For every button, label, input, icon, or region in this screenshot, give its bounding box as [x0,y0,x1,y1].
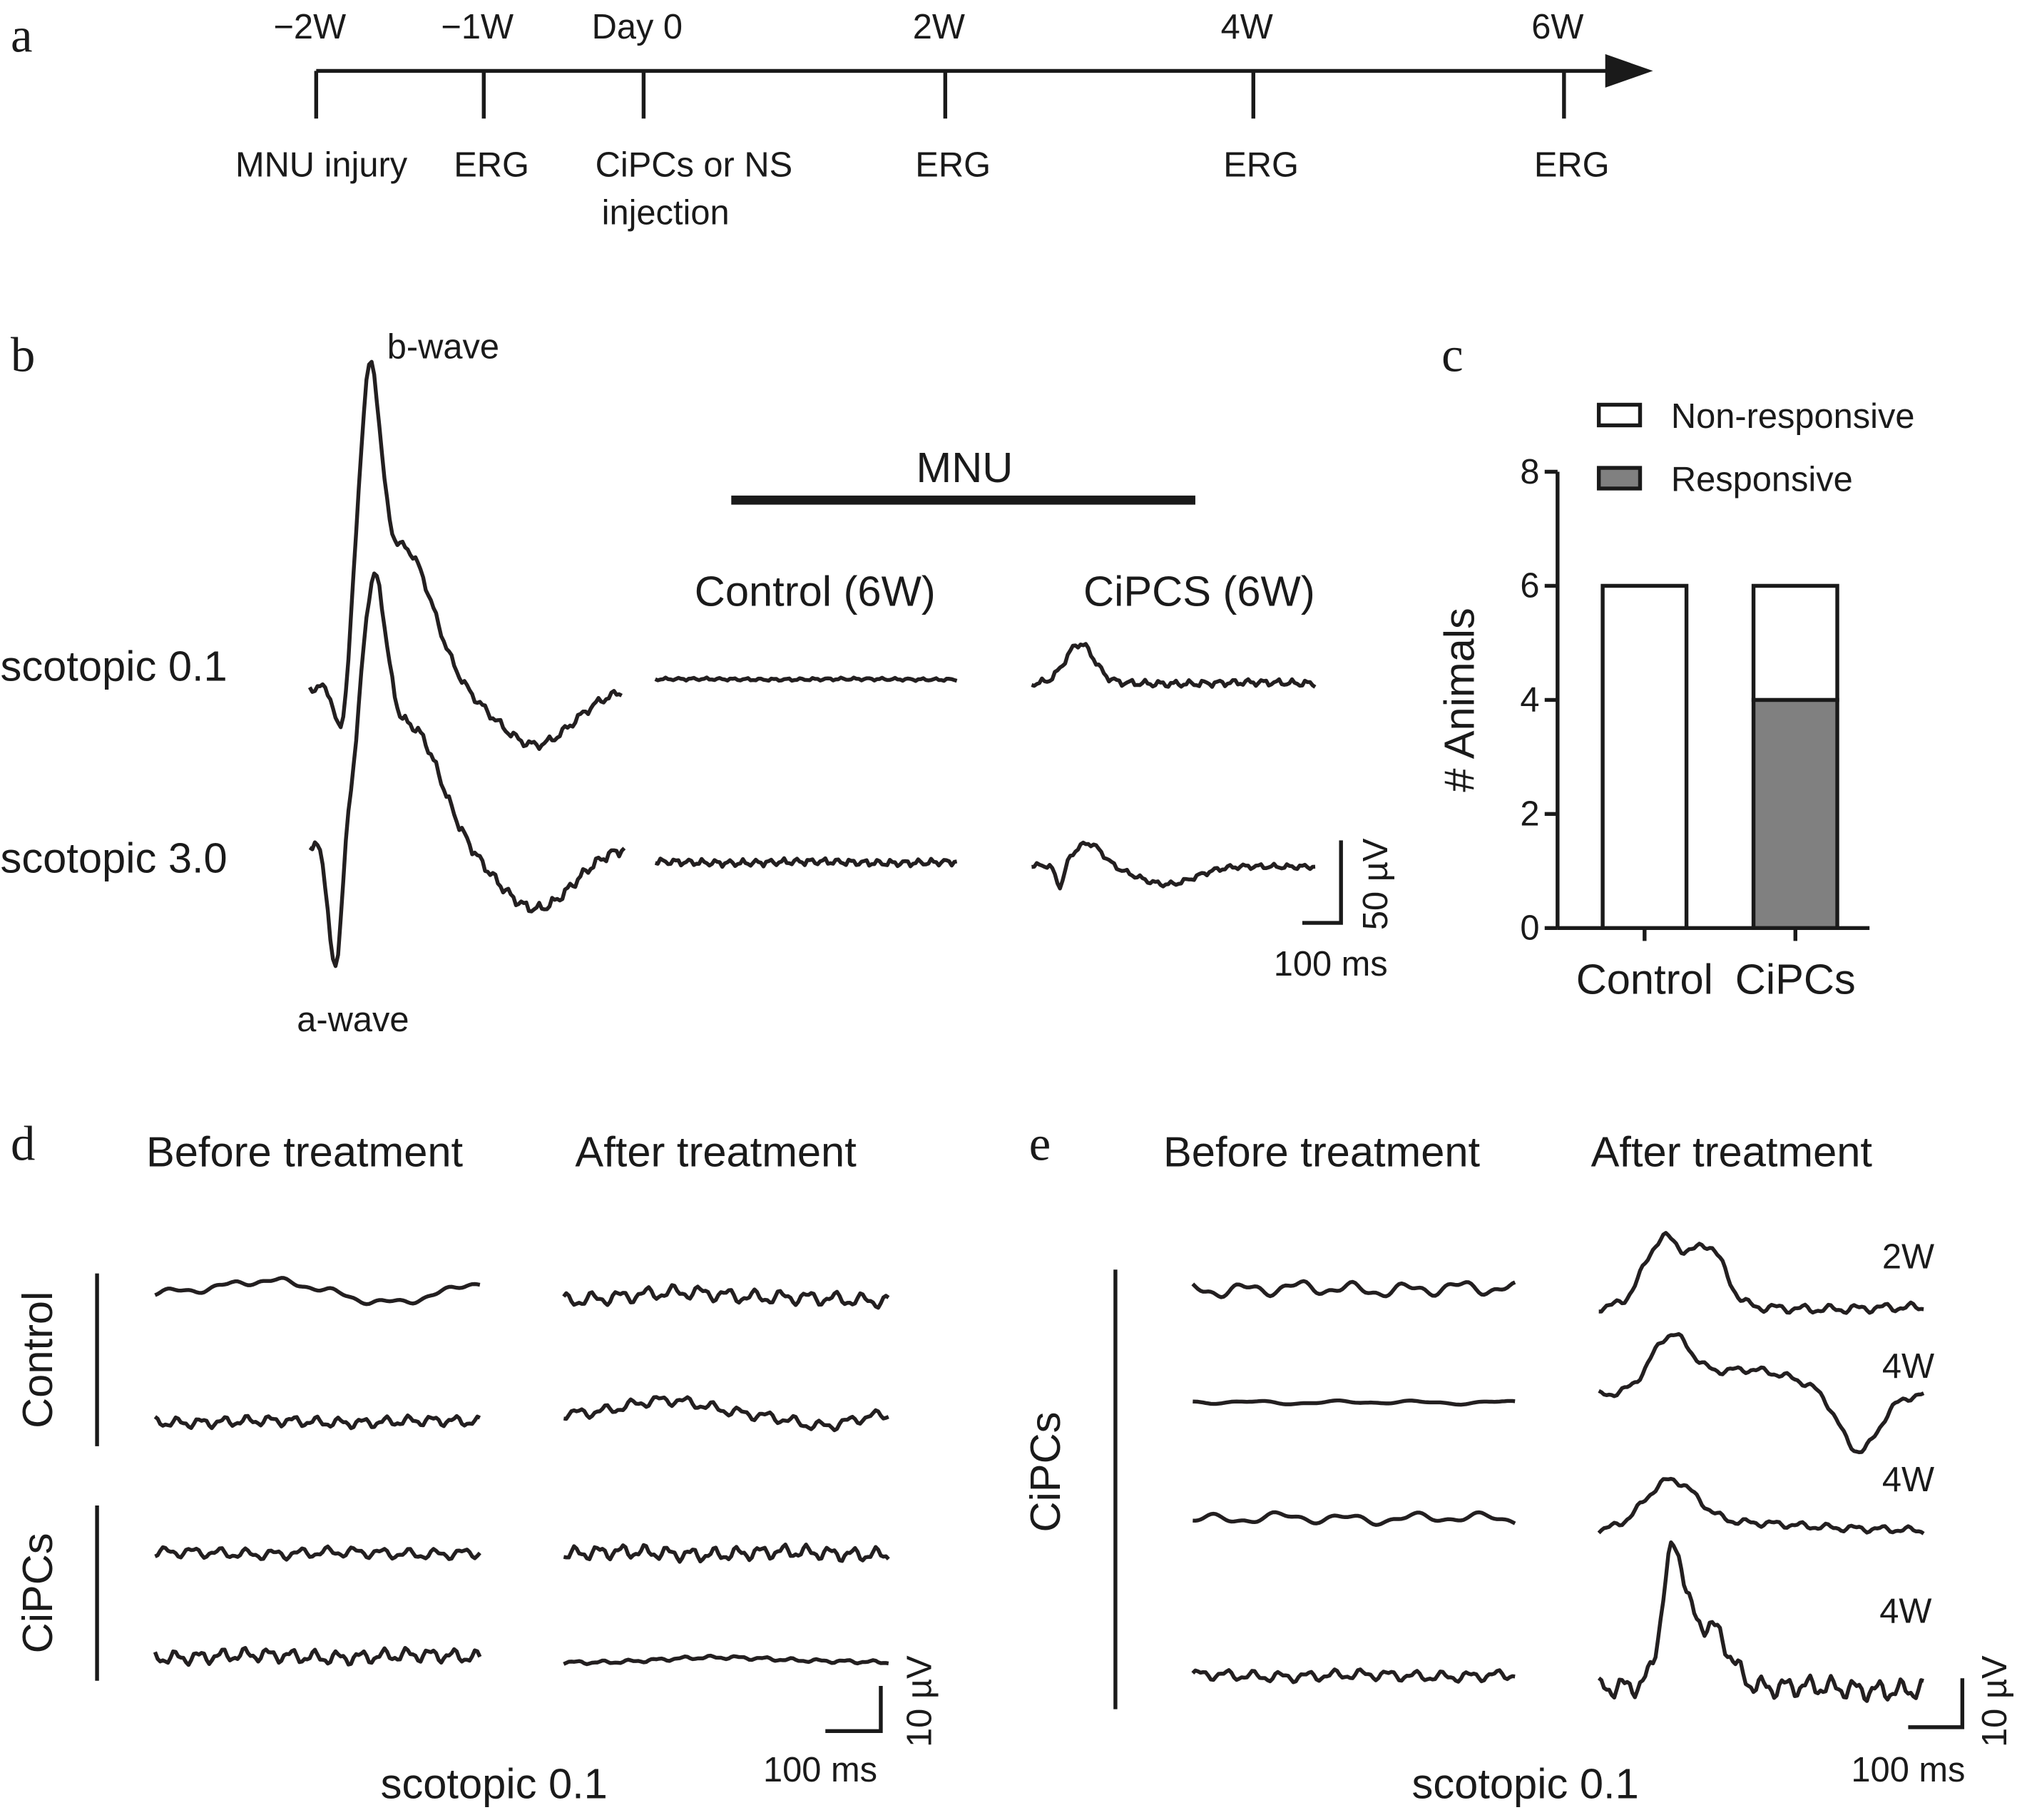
erg-trace [1598,1231,1924,1315]
erg-trace [153,1413,481,1431]
scale-bar [1908,1678,1965,1729]
y-axis-label: # Animals [1435,608,1483,792]
erg-trace [563,1543,890,1564]
erg-trace [154,1276,481,1307]
scale-label: 50 µV [1357,838,1395,930]
erg-trace [1191,1279,1516,1299]
erg-trace [1597,1476,1925,1535]
erg-trace [1191,1667,1516,1684]
panel-letter: b [11,328,35,382]
column-label: CiPCS (6W) [1083,567,1315,615]
bar-segment [1600,583,1689,931]
erg-trace [563,1653,889,1667]
annotation: a-wave [297,1001,409,1039]
y-tick-label: 2 [1520,795,1539,834]
legend-label: Non-responsive [1671,397,1915,436]
erg-traces [153,359,1925,1703]
timeline-label: −1W [441,8,514,46]
timeline-arrow [1605,53,1653,88]
timeline-label: −2W [273,8,346,46]
time-label: 4W [1882,1347,1934,1386]
erg-trace [308,571,626,968]
y-tick-label: 6 [1520,567,1539,605]
caption: scotopic 0.1 [1412,1759,1639,1807]
group-label: MNU [916,444,1013,491]
panel-letter: a [11,8,32,62]
erg-trace [153,1646,482,1667]
timeline-label: Day 0 [592,8,683,46]
erg-trace [1193,1510,1516,1528]
event-label: ERG [454,146,529,185]
erg-trace [154,1544,481,1562]
bar-segment [1751,583,1839,702]
x-tick-label: Control [1576,955,1713,1003]
erg-trace [654,856,958,869]
group-label: Control [14,1292,61,1428]
legend-swatch [1596,402,1643,428]
row-label: scotopic 3.0 [1,834,228,882]
column-label: After treatment [575,1128,857,1176]
bar-chart: 0 2 4 6 8 # Animals Control CiPCs Non-responsive… [1435,397,1914,1003]
erg-trace [563,1395,889,1433]
panel-letter: e [1029,1117,1051,1171]
event-label: ERG [1534,146,1610,185]
scale-label: 10 µV [1976,1655,2014,1747]
erg-trace [1597,1540,1924,1703]
erg-trace [562,1283,890,1310]
annotation: b-wave [387,327,499,366]
time-label: 4W [1882,1461,1934,1499]
erg-trace [1031,840,1316,891]
group-label: CiPCs [1021,1412,1069,1533]
column-label: After treatment [1591,1128,1873,1176]
erg-trace [654,675,958,683]
event-label: CiPCs or NS [596,146,792,185]
bar-segment [1751,697,1839,931]
scale-bar [1302,840,1343,925]
scale-label: 100 ms [1274,945,1388,983]
erg-trace [1031,642,1317,689]
event-label: ERG [915,146,991,185]
row-label: scotopic 0.1 [1,642,228,690]
legend-swatch [1596,466,1643,491]
event-label: injection [602,193,730,232]
column-label: Before treatment [146,1128,464,1176]
erg-trace [307,359,623,751]
timeline-label: 4W [1221,8,1273,46]
scale-label: 10 µV [900,1655,939,1747]
event-label: MNU injury [235,146,408,185]
caption: scotopic 0.1 [381,1759,608,1807]
scale-label: 100 ms [1851,1751,1965,1789]
y-tick-label: 4 [1520,681,1539,720]
event-label: ERG [1223,146,1299,185]
panel-letter: c [1441,328,1463,382]
time-label: 4W [1879,1592,1931,1630]
column-label: Control (6W) [695,567,936,615]
timeline-label: 2W [913,8,965,46]
timeline-label: 6W [1531,8,1583,46]
column-label: Before treatment [1163,1128,1481,1176]
y-tick-label: 8 [1520,453,1539,491]
erg-trace [1598,1331,1925,1455]
group-label: CiPCs [14,1533,61,1653]
scale-bar [825,1686,883,1734]
legend-label: Responsive [1671,461,1853,499]
x-tick-label: CiPCs [1735,955,1856,1003]
panel-letter: d [11,1117,35,1171]
erg-trace [1193,1398,1516,1407]
time-label: 2W [1882,1237,1934,1276]
scale-label: 100 ms [763,1751,877,1789]
timeline: −2W MNU injury −1W ERG Day 0 CiPCs or NS 2W ERG… [235,8,1610,184]
y-tick-label: 0 [1520,909,1539,948]
